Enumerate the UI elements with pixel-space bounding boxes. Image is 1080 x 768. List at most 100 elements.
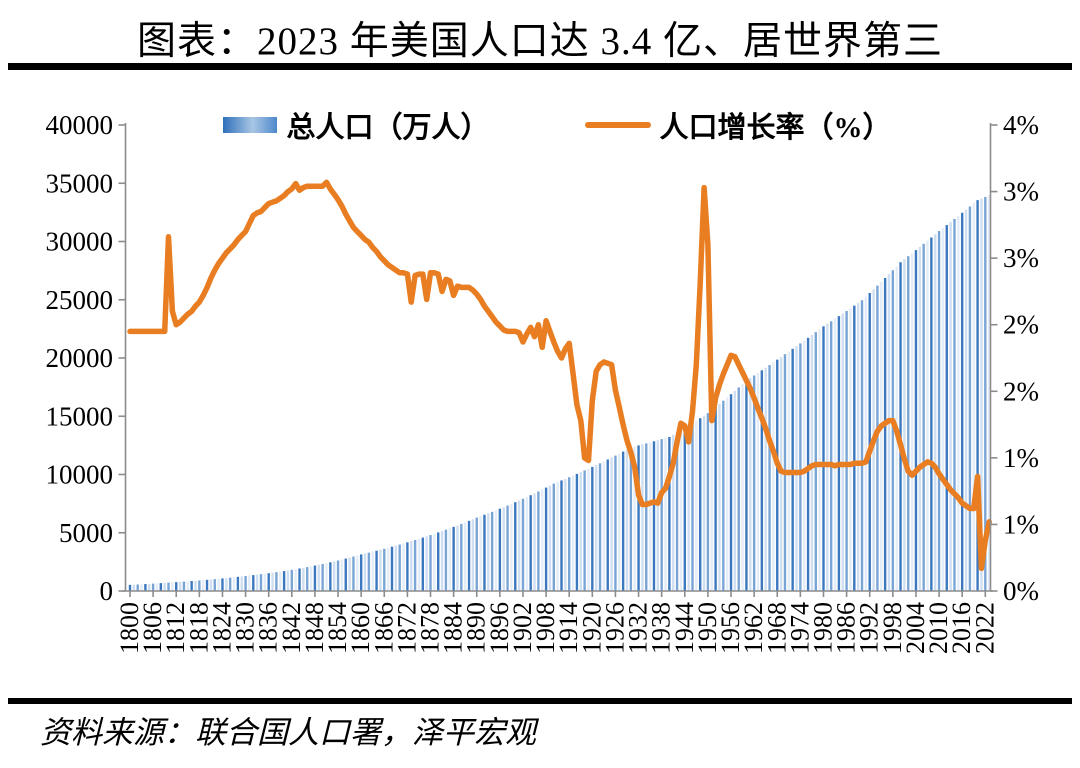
population-bar (833, 318, 837, 591)
population-bar (706, 413, 710, 591)
source-note: 资料来源：联合国人口署，泽平宏观 (40, 715, 536, 750)
x-axis-tick-label: 1926 (600, 602, 629, 654)
population-bar (795, 346, 798, 591)
population-bar (394, 545, 398, 591)
population-bar (722, 400, 725, 591)
x-axis-tick-label: 1890 (462, 602, 491, 654)
population-bar (645, 443, 648, 591)
x-axis-tick-label: 1974 (785, 602, 814, 654)
population-bar (467, 520, 471, 591)
chart-legend: 总人口（万人） 人口增长率（%） (125, 104, 990, 146)
population-bar (521, 498, 525, 591)
x-axis-tick-label: 1896 (485, 602, 514, 654)
population-bar (437, 532, 440, 591)
population-bar (941, 228, 945, 592)
population-bar (887, 274, 891, 591)
population-bar (213, 579, 216, 591)
left-axis-tick-label: 35000 (46, 168, 114, 198)
population-bar (240, 576, 243, 591)
footer-divider (8, 698, 1072, 704)
x-axis-tick-label: 1962 (739, 602, 768, 654)
left-axis-tick-label: 40000 (46, 110, 114, 140)
population-bar (413, 540, 417, 591)
population-bar (244, 575, 247, 591)
population-bar (883, 277, 887, 591)
population-bar (329, 562, 332, 591)
population-bar (205, 579, 209, 591)
population-bar (849, 308, 852, 591)
population-bar (934, 234, 937, 591)
legend-label-growth: 人口增长率（%） (659, 112, 892, 144)
x-axis-tick-label: 1818 (184, 602, 213, 654)
population-bar (772, 362, 775, 591)
population-bar (463, 522, 467, 591)
population-bar (352, 556, 355, 591)
x-axis-tick-label: 1998 (878, 602, 907, 654)
population-bar (406, 542, 409, 591)
population-bar (695, 420, 698, 591)
population-bar (745, 380, 748, 591)
population-bar (710, 410, 713, 591)
population-bar (672, 434, 675, 591)
population-bar (267, 573, 270, 591)
population-bar (348, 557, 351, 591)
population-bar (803, 340, 806, 591)
population-bar (953, 218, 956, 591)
population-bar (691, 423, 694, 591)
population-bar (964, 209, 968, 592)
x-axis-tick-label: 1920 (577, 602, 606, 654)
right-axis-tick-label: 2% (1003, 310, 1039, 340)
right-axis-tick-label: 4% (1003, 110, 1039, 140)
left-axis-tick-label: 5000 (59, 518, 113, 548)
population-bar (568, 477, 571, 591)
population-bar (541, 489, 544, 591)
population-bar (371, 551, 374, 591)
population-bar (313, 565, 317, 591)
population-bar (483, 514, 486, 591)
population-bar (221, 578, 224, 591)
population-bar (544, 487, 548, 591)
population-bar (664, 438, 667, 591)
population-bar (144, 584, 147, 591)
x-axis-tick-label: 1836 (254, 602, 283, 654)
population-bar (471, 519, 475, 591)
population-bar (853, 305, 856, 591)
left-axis-tick-label: 10000 (46, 460, 114, 490)
population-bar (298, 568, 301, 591)
population-bar (236, 576, 240, 591)
x-axis-tick-label: 1956 (716, 602, 745, 654)
population-bar (390, 546, 394, 591)
population-bar (984, 196, 987, 591)
left-axis-tick-label: 30000 (46, 227, 114, 257)
population-bar (306, 567, 309, 591)
population-bar (930, 237, 933, 592)
population-bar (263, 573, 267, 591)
x-axis-tick-label: 1992 (855, 602, 884, 654)
population-bar (987, 195, 991, 591)
population-bar (968, 206, 972, 591)
population-bar (456, 525, 459, 591)
population-bar (517, 500, 521, 591)
population-bar (375, 550, 378, 591)
x-axis-tick-label: 1944 (670, 602, 699, 654)
population-bar (225, 578, 228, 591)
population-bar (448, 528, 451, 591)
population-bar (764, 367, 767, 591)
population-bar (741, 384, 744, 591)
population-bar (625, 449, 629, 591)
population-bar (533, 493, 536, 591)
population-bar (309, 566, 313, 591)
population-bar (151, 583, 155, 591)
population-bar (737, 387, 740, 591)
x-axis-tick-label: 1806 (138, 602, 167, 654)
population-bar (279, 571, 282, 591)
population-bar (618, 453, 621, 591)
x-axis-tick-label: 2004 (901, 602, 930, 654)
population-bar (668, 436, 671, 591)
population-bar (633, 446, 636, 591)
x-axis-tick-label: 1800 (115, 602, 144, 654)
population-bar (321, 563, 324, 591)
population-bar (702, 415, 706, 591)
population-bar (648, 442, 652, 591)
population-bar (725, 397, 729, 591)
